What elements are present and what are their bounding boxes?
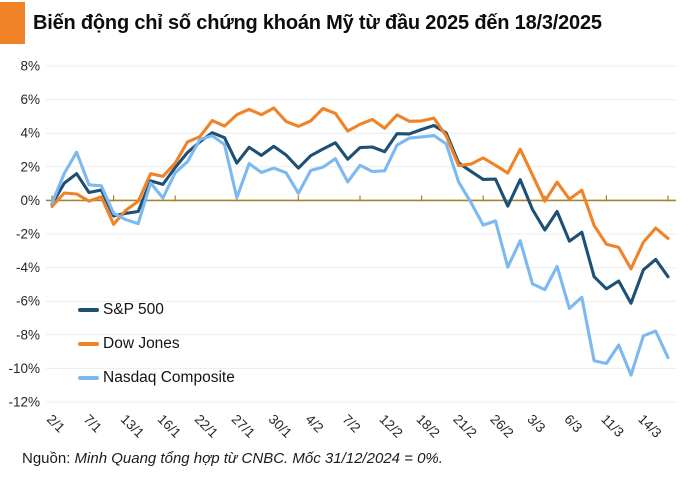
svg-text:12/2: 12/2 xyxy=(377,412,406,441)
svg-text:22/1: 22/1 xyxy=(192,412,221,441)
svg-text:6/3: 6/3 xyxy=(561,412,585,436)
svg-text:0%: 0% xyxy=(20,193,40,208)
svg-text:-2%: -2% xyxy=(16,227,40,242)
svg-text:6%: 6% xyxy=(20,92,40,107)
svg-text:-10%: -10% xyxy=(8,361,40,376)
chart-title: Biến động chỉ số chứng khoán Mỹ từ đầu 2… xyxy=(33,11,602,34)
legend-label: S&P 500 xyxy=(103,301,164,318)
svg-text:3/3: 3/3 xyxy=(524,412,548,436)
source-note: Nguồn: Minh Quang tổng hợp từ CNBC. Mốc … xyxy=(22,450,443,467)
legend-item-sp500: S&P 500 xyxy=(78,293,235,327)
svg-text:27/1: 27/1 xyxy=(229,412,258,441)
legend-item-nasdaq: Nasdaq Composite xyxy=(78,361,235,395)
svg-text:11/3: 11/3 xyxy=(598,412,626,440)
svg-text:8%: 8% xyxy=(20,59,40,74)
sp500-line-swatch-icon xyxy=(78,308,99,312)
svg-text:2%: 2% xyxy=(20,159,40,174)
legend-item-dow-jones: Dow Jones xyxy=(78,327,235,361)
svg-text:-4%: -4% xyxy=(16,260,40,275)
chart-canvas: 8% 6% 4% 2% 0% -2% -4% -6% -8% -10% -12% 2/1 7/1 13/1… xyxy=(8,59,676,441)
legend-label: Nasdaq Composite xyxy=(103,369,235,386)
svg-text:30/1: 30/1 xyxy=(266,412,295,441)
svg-text:-6%: -6% xyxy=(16,294,40,309)
source-text: Minh Quang tổng hợp từ CNBC. Mốc 31/12/2… xyxy=(74,450,443,467)
svg-text:7/1: 7/1 xyxy=(81,412,105,436)
source-label: Nguồn: xyxy=(22,450,71,467)
title-accent-square xyxy=(0,2,25,44)
svg-text:14/3: 14/3 xyxy=(635,412,664,441)
svg-text:7/2: 7/2 xyxy=(340,412,364,436)
svg-text:26/2: 26/2 xyxy=(487,412,516,441)
legend-label: Dow Jones xyxy=(103,335,180,352)
svg-text:4%: 4% xyxy=(20,126,40,141)
svg-text:4/2: 4/2 xyxy=(303,412,327,436)
svg-text:-12%: -12% xyxy=(8,395,40,410)
chart-header: Biến động chỉ số chứng khoán Mỹ từ đầu 2… xyxy=(0,0,700,55)
chart-legend: S&P 500 Dow Jones Nasdaq Composite xyxy=(78,293,235,395)
line-chart: 8% 6% 4% 2% 0% -2% -4% -6% -8% -10% -12% 2/1 7/1 13/1… xyxy=(0,55,700,445)
svg-text:21/2: 21/2 xyxy=(450,412,479,441)
svg-text:18/2: 18/2 xyxy=(413,412,442,441)
dow-jones-line-swatch-icon xyxy=(78,342,99,346)
svg-text:13/1: 13/1 xyxy=(118,412,147,441)
svg-text:2/1: 2/1 xyxy=(44,412,68,436)
svg-text:16/1: 16/1 xyxy=(155,412,184,441)
svg-text:-8%: -8% xyxy=(16,327,40,342)
nasdaq-line-swatch-icon xyxy=(78,376,99,380)
